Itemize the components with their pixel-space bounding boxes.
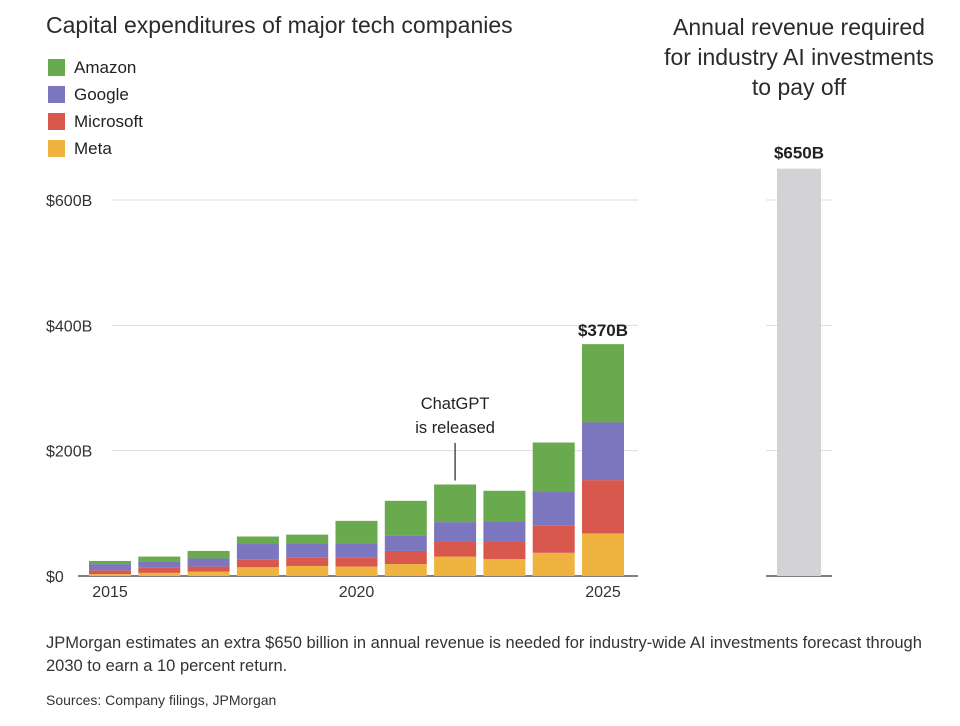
legend-label-amazon: Amazon	[74, 57, 137, 77]
bar-segment-amazon-2015	[89, 560, 131, 565]
required-revenue-label: $650B	[774, 144, 824, 163]
bar-segment-google-2021	[384, 535, 427, 551]
bar-segment-microsoft-2016	[138, 567, 181, 573]
bar-segment-amazon-2019	[286, 534, 329, 544]
bar-segment-amazon-2023	[483, 490, 526, 522]
bar-segment-microsoft-2017	[187, 566, 230, 572]
right-title-line: for industry AI investments	[664, 44, 934, 70]
legend: Amazon Google Microsoft Meta	[48, 54, 143, 162]
y-tick-label: $0	[46, 569, 64, 586]
bar-segment-meta-2021	[384, 564, 427, 576]
bar-segment-meta-2024	[532, 552, 575, 576]
legend-label-meta: Meta	[74, 138, 112, 158]
bar-segment-meta-2015	[89, 574, 131, 576]
bar-segment-google-2018	[236, 544, 279, 560]
bar-segment-google-2024	[532, 492, 575, 526]
bar-segment-meta-2025	[582, 533, 624, 576]
bar-segment-amazon-2022	[434, 484, 477, 523]
right-title-line: to pay off	[751, 74, 847, 100]
bars-layer	[89, 168, 821, 576]
bar-total-label: $370B	[578, 321, 628, 340]
bar-segment-amazon-2025	[582, 344, 624, 423]
required-revenue-bar	[777, 168, 821, 576]
bar-segment-microsoft-2021	[384, 550, 427, 565]
bar-segment-amazon-2024	[532, 442, 575, 493]
bar-segment-meta-2016	[138, 572, 181, 576]
bar-segment-meta-2017	[187, 571, 230, 576]
bar-segment-amazon-2021	[384, 500, 427, 536]
bar-segment-google-2019	[286, 543, 329, 558]
chart-title: Capital expenditures of major tech compa…	[46, 12, 513, 38]
bar-segment-google-2022	[434, 522, 477, 542]
y-tick-label: $200B	[46, 444, 92, 461]
bar-segment-google-2020	[335, 543, 378, 558]
x-tick-label: 2025	[585, 584, 621, 601]
legend-item-google: Google	[48, 81, 143, 108]
legend-swatch-amazon	[48, 59, 65, 76]
legend-item-amazon: Amazon	[48, 54, 143, 81]
legend-swatch-google	[48, 86, 65, 103]
footnote: JPMorgan estimates an extra $650 billion…	[46, 634, 922, 675]
annotation-text: is released	[415, 419, 495, 437]
bar-segment-amazon-2020	[335, 520, 378, 544]
legend-swatch-microsoft	[48, 113, 65, 130]
bar-segment-meta-2019	[286, 565, 329, 576]
bar-segment-microsoft-2020	[335, 557, 378, 567]
legend-item-microsoft: Microsoft	[48, 108, 143, 135]
labels-layer: $0 $200B $400B $600B 2015 2020 2025 $370B ChatGP…	[46, 144, 824, 601]
sources: Sources: Company filings, JPMorgan	[46, 692, 277, 708]
bar-segment-meta-2022	[434, 556, 477, 576]
bar-segment-amazon-2017	[187, 550, 230, 559]
bar-segment-microsoft-2015	[89, 570, 131, 575]
bar-segment-microsoft-2022	[434, 541, 477, 557]
bar-segment-amazon-2016	[138, 556, 181, 562]
y-tick-label: $400B	[46, 318, 92, 335]
bar-segment-meta-2020	[335, 566, 378, 576]
bar-segment-google-2025	[582, 422, 624, 481]
bar-segment-google-2016	[138, 561, 181, 568]
legend-label-google: Google	[74, 84, 129, 104]
bar-segment-amazon-2018	[236, 536, 279, 545]
legend-item-meta: Meta	[48, 135, 143, 162]
bar-segment-meta-2018	[236, 567, 279, 576]
bar-segment-microsoft-2019	[286, 557, 329, 566]
right-title-line: Annual revenue required	[673, 14, 925, 40]
legend-swatch-meta	[48, 140, 65, 157]
bar-segment-meta-2023	[483, 559, 526, 576]
bar-segment-google-2023	[483, 521, 526, 542]
right-chart-title: Annual revenue required for industry AI …	[646, 12, 952, 102]
y-tick-label: $600B	[46, 193, 92, 210]
annotation-text: ChatGPT	[421, 395, 490, 413]
x-tick-label: 2015	[92, 584, 128, 601]
bar-segment-microsoft-2023	[483, 541, 526, 560]
bar-segment-google-2015	[89, 564, 131, 571]
legend-label-microsoft: Microsoft	[74, 111, 143, 131]
bar-segment-microsoft-2025	[582, 480, 624, 534]
bar-segment-google-2017	[187, 558, 230, 567]
bar-segment-microsoft-2018	[236, 559, 279, 568]
bar-segment-microsoft-2024	[532, 525, 575, 553]
x-tick-label: 2020	[339, 584, 375, 601]
